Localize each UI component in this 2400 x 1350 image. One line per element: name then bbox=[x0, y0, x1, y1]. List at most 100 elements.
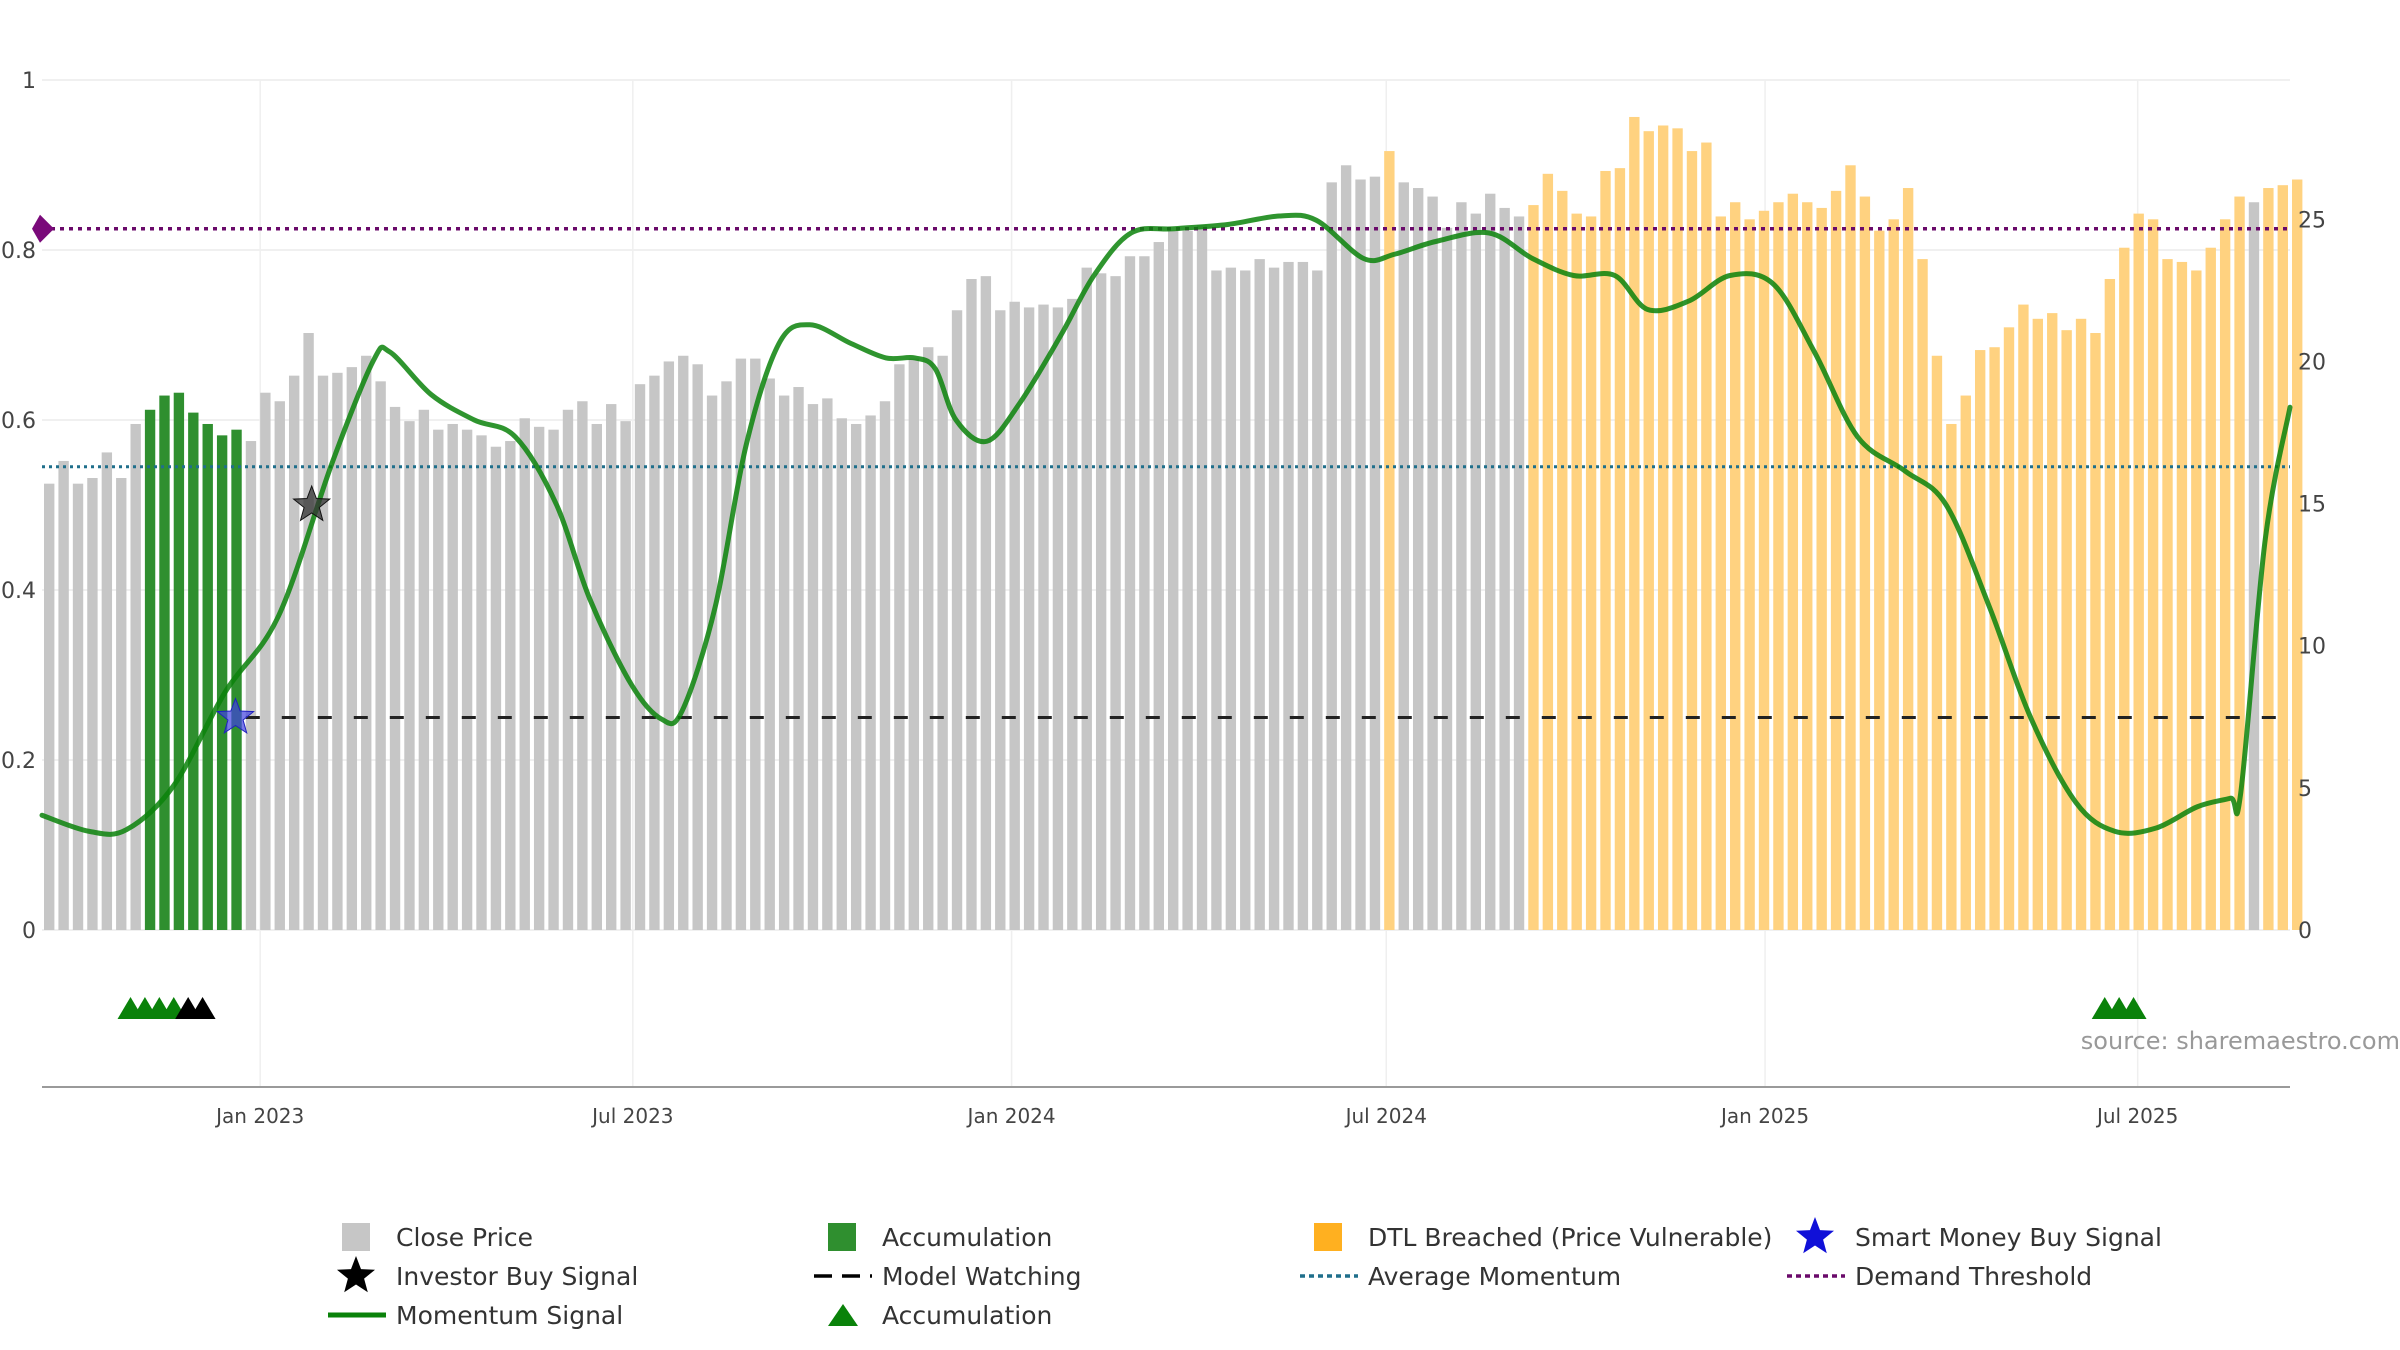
close-price-bar-34 bbox=[533, 426, 545, 930]
dtl-breached-bar-111 bbox=[1643, 131, 1654, 931]
accumulation-bar-7 bbox=[144, 409, 156, 931]
y-left-tick-label-5: 1 bbox=[22, 69, 36, 94]
legend-item-green-line: Momentum Signal bbox=[328, 1301, 623, 1330]
close-price-bar-82 bbox=[1225, 267, 1237, 930]
dtl-breached-bar-109 bbox=[1614, 168, 1626, 931]
legend-item-black-dash: Model Watching bbox=[814, 1262, 1082, 1291]
source-label: source: sharemaestro.com bbox=[2081, 1027, 2400, 1055]
legend-item-blue-dotted: Average Momentum bbox=[1300, 1262, 1621, 1291]
dtl-breached-bar-147 bbox=[2162, 259, 2173, 930]
dtl-breached-bar-120 bbox=[1773, 202, 1784, 931]
dtl-breached-bar-126 bbox=[1859, 196, 1871, 931]
legend-swatch-green-triangle bbox=[828, 1304, 858, 1326]
close-price-bar-77 bbox=[1153, 242, 1164, 930]
dtl-breached-bar-145 bbox=[2133, 213, 2144, 930]
close-price-bar-43 bbox=[663, 361, 675, 931]
dtl-breached-bar-117 bbox=[1730, 202, 1741, 931]
close-price-bar-92 bbox=[1369, 176, 1381, 930]
dtl-breached-bar-113 bbox=[1672, 128, 1683, 930]
dtl-breached-bar-137 bbox=[2018, 304, 2029, 931]
dtl-breached-bar-108 bbox=[1600, 170, 1611, 930]
legend-label: Momentum Signal bbox=[396, 1301, 623, 1330]
reference-lines bbox=[32, 214, 2290, 719]
accumulation-bar-10 bbox=[188, 412, 199, 930]
accumulation-bar-12 bbox=[216, 435, 228, 930]
dtl-breached-bar-141 bbox=[2075, 318, 2087, 930]
close-price-bar-69 bbox=[1038, 304, 1049, 931]
close-price-bar-91 bbox=[1355, 179, 1366, 931]
close-price-bar-28 bbox=[447, 423, 458, 930]
momentum-signal-series bbox=[39, 212, 2293, 837]
dtl-breached-bar-134 bbox=[1974, 350, 1986, 930]
legend-swatch-blue-star bbox=[1796, 1217, 1834, 1254]
y-right-tick-label-5: 25 bbox=[2298, 208, 2326, 233]
dtl-breached-bar-104 bbox=[1542, 173, 1554, 930]
close-price-bar-72 bbox=[1081, 267, 1092, 930]
close-price-bar-101 bbox=[1499, 207, 1510, 931]
legend-label: Accumulation bbox=[882, 1223, 1052, 1252]
close-price-bar-35 bbox=[548, 429, 559, 930]
close-price-bar-60 bbox=[908, 358, 920, 930]
dtl-breached-bar-156 bbox=[2292, 179, 2303, 931]
close-price-bar-99 bbox=[1470, 213, 1482, 930]
x-tick-label-5: Jul 2025 bbox=[2095, 1104, 2178, 1128]
close-price-bar-25 bbox=[404, 421, 415, 930]
legend-swatch-orange-square bbox=[1314, 1223, 1342, 1251]
y-right-tick-label-1: 5 bbox=[2298, 777, 2312, 802]
close-price-bar-32 bbox=[505, 441, 516, 930]
close-price-bar-67 bbox=[1009, 301, 1020, 930]
close-price-bar-24 bbox=[389, 406, 401, 930]
momentum-signal-line bbox=[39, 212, 2293, 837]
y-left-tick-label-2: 0.4 bbox=[1, 579, 36, 604]
dtl-breached-bar-133 bbox=[1960, 395, 1971, 930]
dtl-breached-bar-131 bbox=[1931, 355, 1943, 930]
close-price-bar-36 bbox=[562, 409, 574, 931]
close-price-bar-50 bbox=[764, 378, 775, 930]
close-price-bar-79 bbox=[1182, 230, 1193, 931]
dtl-breached-bar-123 bbox=[1816, 207, 1827, 931]
dtl-breached-bar-150 bbox=[2205, 247, 2216, 930]
close-price-bar-56 bbox=[850, 423, 862, 930]
close-price-bar-6 bbox=[130, 423, 141, 930]
x-tick-label-1: Jul 2023 bbox=[590, 1104, 673, 1128]
dtl-breached-bar-115 bbox=[1701, 142, 1712, 930]
legend-label: Accumulation bbox=[882, 1301, 1052, 1330]
close-price-bar-54 bbox=[822, 398, 833, 930]
dtl-breached-bar-148 bbox=[2176, 261, 2188, 930]
close-price-bar-19 bbox=[317, 375, 329, 930]
dtl-breached-bar-121 bbox=[1787, 193, 1799, 930]
close-price-bar-96 bbox=[1427, 196, 1438, 931]
legend-label: DTL Breached (Price Vulnerable) bbox=[1368, 1223, 1772, 1252]
y-left-tick-label-1: 0.2 bbox=[1, 749, 36, 774]
close-price-bar-66 bbox=[995, 310, 1006, 930]
demand-threshold-marker bbox=[32, 214, 54, 243]
y-right-tick-label-0: 0 bbox=[2298, 919, 2312, 944]
smart-money-buy-star-0 bbox=[216, 697, 255, 735]
accumulation-bar-9 bbox=[173, 392, 185, 931]
legend-item-green-triangle: Accumulation bbox=[828, 1301, 1052, 1330]
close-price-bar-57 bbox=[865, 415, 876, 930]
close-price-bar-70 bbox=[1052, 307, 1064, 930]
close-price-bar-74 bbox=[1110, 276, 1121, 931]
close-price-bar-16 bbox=[274, 401, 285, 931]
close-price-bar-52 bbox=[793, 387, 804, 930]
close-price-bar-20 bbox=[332, 372, 343, 931]
close-price-bar-14 bbox=[245, 441, 257, 930]
dtl-breached-bar-144 bbox=[2119, 247, 2130, 930]
dtl-breached-bar-129 bbox=[1902, 188, 1914, 931]
close-price-bar-89 bbox=[1326, 182, 1337, 931]
close-price-bar-39 bbox=[606, 404, 617, 930]
dtl-breached-bar-103 bbox=[1528, 205, 1539, 930]
close-price-bar-38 bbox=[591, 423, 602, 930]
legend-item-orange-square: DTL Breached (Price Vulnerable) bbox=[1314, 1223, 1772, 1252]
investor-buy-star-0 bbox=[292, 484, 332, 522]
y-left-tick-label-0: 0 bbox=[22, 919, 36, 944]
close-price-bar-1 bbox=[58, 460, 69, 930]
close-price-bar-21 bbox=[346, 367, 358, 930]
dtl-breached-bar-146 bbox=[2147, 219, 2159, 930]
legend-item-green-square: Accumulation bbox=[828, 1223, 1052, 1252]
legend-label: Demand Threshold bbox=[1855, 1262, 2092, 1291]
legend-item-black-star: Investor Buy Signal bbox=[337, 1256, 638, 1293]
close-price-bar-64 bbox=[966, 278, 977, 930]
legend-label: Model Watching bbox=[882, 1262, 1082, 1291]
